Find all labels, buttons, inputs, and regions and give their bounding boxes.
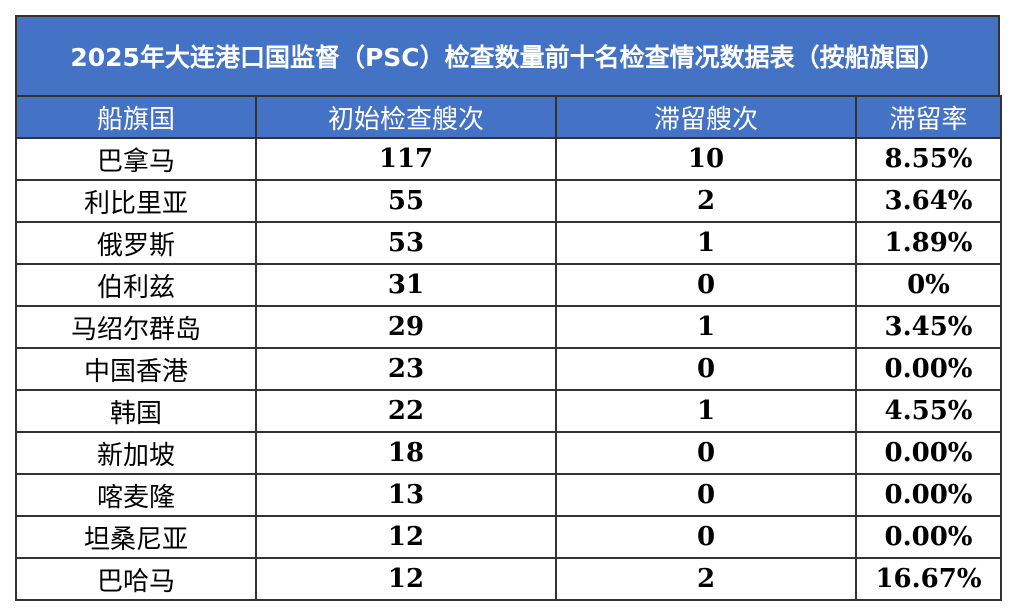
table-row: 伯利兹 31 0 0%	[15, 263, 1002, 307]
number-cell: 0	[555, 473, 857, 517]
number-cell: 12	[255, 557, 557, 601]
number-cell: 117	[255, 137, 557, 181]
number-cell: 1	[555, 389, 857, 433]
number-cell: 31	[255, 263, 557, 307]
flag-cell: 巴拿马	[15, 137, 257, 181]
number-cell: 10	[555, 137, 857, 181]
number-cell: 3.45%	[855, 305, 1002, 349]
number-cell: 0%	[855, 263, 1002, 307]
number-cell: 12	[255, 515, 557, 559]
table-row: 巴哈马 12 2 16.67%	[15, 557, 1002, 601]
number-cell: 0.00%	[855, 431, 1002, 475]
table-row: 坦桑尼亚 12 0 0.00%	[15, 515, 1002, 559]
flag-cell: 喀麦隆	[15, 473, 257, 517]
number-cell: 16.67%	[855, 557, 1002, 601]
flag-cell: 韩国	[15, 389, 257, 433]
flag-cell: 坦桑尼亚	[15, 515, 257, 559]
number-cell: 0.00%	[855, 515, 1002, 559]
flag-cell: 伯利兹	[15, 263, 257, 307]
number-cell: 1	[555, 221, 857, 265]
table-row: 利比里亚 55 2 3.64%	[15, 179, 1002, 223]
number-cell: 0	[555, 431, 857, 475]
number-cell: 29	[255, 305, 557, 349]
number-cell: 0.00%	[855, 347, 1002, 391]
column-header: 初始检查艘次	[255, 95, 557, 139]
flag-cell: 利比里亚	[15, 179, 257, 223]
number-cell: 0.00%	[855, 473, 1002, 517]
data-table: 船旗国 初始检查艘次 滞留艘次 滞留率 巴拿马 117 10 8.55% 利比里亚 55 2 3.6…	[15, 95, 1002, 601]
number-cell: 0	[555, 515, 857, 559]
flag-cell: 马绍尔群岛	[15, 305, 257, 349]
number-cell: 0	[555, 263, 857, 307]
number-cell: 23	[255, 347, 557, 391]
flag-cell: 俄罗斯	[15, 221, 257, 265]
number-cell: 2	[555, 179, 857, 223]
number-cell: 2	[555, 557, 857, 601]
number-cell: 13	[255, 473, 557, 517]
number-cell: 0	[555, 347, 857, 391]
flag-cell: 中国香港	[15, 347, 257, 391]
table-row: 俄罗斯 53 1 1.89%	[15, 221, 1002, 265]
column-header: 船旗国	[15, 95, 257, 139]
column-header: 滞留率	[855, 95, 1002, 139]
table-row: 巴拿马 117 10 8.55%	[15, 137, 1002, 181]
table-row: 中国香港 23 0 0.00%	[15, 347, 1002, 391]
table-row: 喀麦隆 13 0 0.00%	[15, 473, 1002, 517]
number-cell: 22	[255, 389, 557, 433]
number-cell: 18	[255, 431, 557, 475]
number-cell: 55	[255, 179, 557, 223]
number-cell: 1	[555, 305, 857, 349]
column-header: 滞留艘次	[555, 95, 857, 139]
flag-cell: 新加坡	[15, 431, 257, 475]
number-cell: 8.55%	[855, 137, 1002, 181]
table-row: 韩国 22 1 4.55%	[15, 389, 1002, 433]
header-row: 船旗国 初始检查艘次 滞留艘次 滞留率	[15, 95, 1002, 139]
table-title: 2025年大连港口国监督（PSC）检查数量前十名检查情况数据表（按船旗国）	[15, 15, 1000, 95]
number-cell: 1.89%	[855, 221, 1002, 265]
number-cell: 3.64%	[855, 179, 1002, 223]
number-cell: 4.55%	[855, 389, 1002, 433]
table-row: 新加坡 18 0 0.00%	[15, 431, 1002, 475]
table-row: 马绍尔群岛 29 1 3.45%	[15, 305, 1002, 349]
table-container: 2025年大连港口国监督（PSC）检查数量前十名检查情况数据表（按船旗国） 船旗…	[15, 15, 1002, 601]
flag-cell: 巴哈马	[15, 557, 257, 601]
number-cell: 53	[255, 221, 557, 265]
